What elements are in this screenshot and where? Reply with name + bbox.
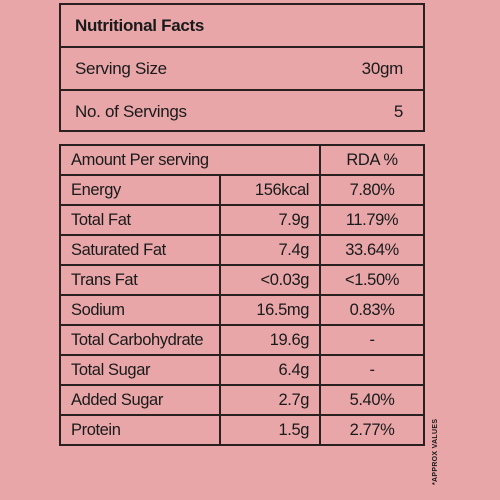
table-header-row: Amount Per serving RDA % [59, 144, 425, 176]
nutrient-name: Total Carbohydrate [59, 324, 221, 356]
nutrient-name: Trans Fat [59, 264, 221, 296]
nutrient-amount: 7.9g [219, 204, 321, 236]
table-row: Total Fat 7.9g 11.79% [59, 204, 425, 236]
nutrient-amount: 156kcal [219, 174, 321, 206]
nutrient-name: Total Sugar [59, 354, 221, 386]
nutrient-name: Total Fat [59, 204, 221, 236]
nutrient-amount: <0.03g [219, 264, 321, 296]
nutrient-rda: 5.40% [319, 384, 425, 416]
nutrient-rda: 0.83% [319, 294, 425, 326]
serving-size-row: Serving Size 30gm [61, 48, 423, 91]
nutrition-header-box: Nutritional Facts Serving Size 30gm No. … [59, 3, 425, 132]
nutrient-rda: - [319, 324, 425, 356]
nutrient-name: Saturated Fat [59, 234, 221, 266]
table-row: Protein 1.5g 2.77% [59, 414, 425, 446]
title-row: Nutritional Facts [61, 5, 423, 48]
table-row: Sodium 16.5mg 0.83% [59, 294, 425, 326]
nutrient-amount: 2.7g [219, 384, 321, 416]
nutrient-rda: - [319, 354, 425, 386]
nutrient-amount: 19.6g [219, 324, 321, 356]
serving-size-label: Serving Size [75, 58, 167, 78]
nutrient-rda: 2.77% [319, 414, 425, 446]
nutrient-amount: 6.4g [219, 354, 321, 386]
table-row: Trans Fat <0.03g <1.50% [59, 264, 425, 296]
nutrient-name: Added Sugar [59, 384, 221, 416]
nutrient-amount: 16.5mg [219, 294, 321, 326]
nutrient-amount: 7.4g [219, 234, 321, 266]
nutrient-rda: 7.80% [319, 174, 425, 206]
table-row: Energy 156kcal 7.80% [59, 174, 425, 206]
table-row: Added Sugar 2.7g 5.40% [59, 384, 425, 416]
rda-header: RDA % [319, 144, 425, 176]
nutrient-name: Sodium [59, 294, 221, 326]
table-row: Total Carbohydrate 19.6g - [59, 324, 425, 356]
panel-title: Nutritional Facts [75, 15, 205, 35]
servings-value: 5 [393, 101, 403, 121]
serving-size-value: 30gm [361, 58, 404, 78]
nutrient-amount: 1.5g [219, 414, 321, 446]
nutrient-name: Protein [59, 414, 221, 446]
nutrient-rda: 11.79% [319, 204, 425, 236]
table-row: Saturated Fat 7.4g 33.64% [59, 234, 425, 266]
nutrient-rda: <1.50% [319, 264, 425, 296]
table-row: Total Sugar 6.4g - [59, 354, 425, 386]
nutrient-rda: 33.64% [319, 234, 425, 266]
servings-label: No. of Servings [75, 101, 187, 121]
nutrient-name: Energy [59, 174, 221, 206]
approx-values-note: *APPROX VALUES [432, 418, 439, 485]
nutrition-table: Amount Per serving RDA % Energy 156kcal … [59, 144, 425, 446]
amount-header: Amount Per serving [59, 144, 321, 176]
servings-row: No. of Servings 5 [61, 91, 423, 132]
